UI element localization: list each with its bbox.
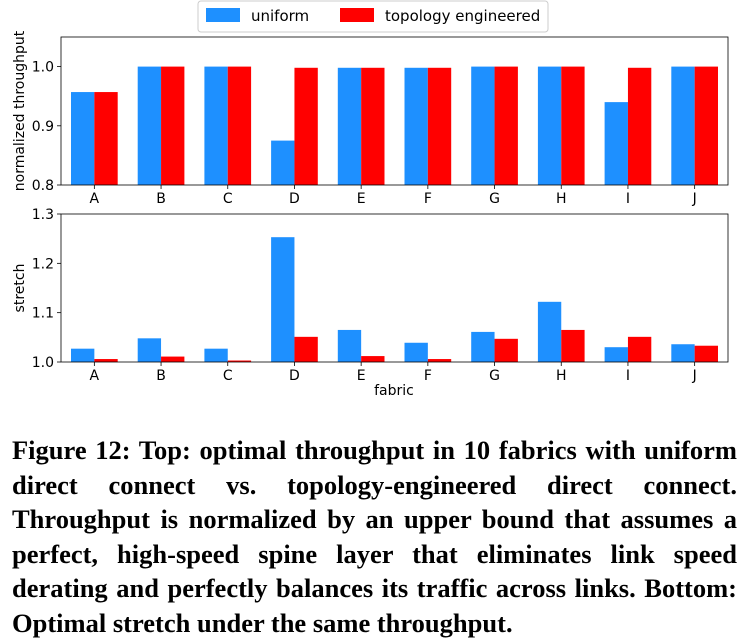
stretch-bar-topology-engineered-j xyxy=(694,345,718,362)
stretch-x-tick-label-h: H xyxy=(556,368,567,384)
throughput-bar-topology-engineered-a xyxy=(94,92,118,185)
stretch-x-tick-label-d: D xyxy=(289,368,300,384)
stretch-bar-uniform-a xyxy=(71,348,95,362)
throughput-y-tick-label: 0.8 xyxy=(32,178,54,194)
stretch-bar-uniform-d xyxy=(271,237,295,362)
throughput-bar-topology-engineered-b xyxy=(161,66,185,185)
caption-text: Top: optimal throughput in 10 fabrics wi… xyxy=(12,435,737,638)
throughput-marks: 0.8 0.9 1.0 A B C D E F G H I J xyxy=(32,60,718,207)
stretch-x-tick-label-g: G xyxy=(489,368,500,384)
throughput-bar-topology-engineered-d xyxy=(294,67,318,185)
stretch-chart: stretch 1.0 1.1 1.2 1.3 A B C D E F G H I J fabric xyxy=(12,207,729,399)
throughput-x-tick-label-b: B xyxy=(156,191,166,207)
stretch-y-axis-label: stretch xyxy=(12,264,28,313)
throughput-bar-uniform-j xyxy=(671,66,695,185)
throughput-bar-uniform-i xyxy=(604,102,628,185)
stretch-x-axis-label: fabric xyxy=(374,383,414,399)
legend-label-uniform: uniform xyxy=(251,7,309,25)
stretch-y-tick-label: 1.2 xyxy=(32,256,54,272)
stretch-bar-topology-engineered-f xyxy=(427,359,452,362)
legend-label-topology-engineered: topology engineered xyxy=(385,7,540,25)
caption-label: Figure 12: xyxy=(12,435,131,465)
stretch-x-tick-label-c: C xyxy=(223,368,233,384)
stretch-bar-uniform-e xyxy=(337,329,362,362)
stretch-x-tick-label-a: A xyxy=(90,368,100,384)
throughput-x-tick-label-h: H xyxy=(556,191,567,207)
throughput-chart: normalized throughput 0.8 0.9 1.0 A B C D E F G H I… xyxy=(12,30,729,207)
stretch-bar-topology-engineered-a xyxy=(94,359,118,362)
throughput-x-tick-label-e: E xyxy=(357,191,366,207)
throughput-bar-uniform-d xyxy=(271,140,295,185)
throughput-bar-topology-engineered-j xyxy=(694,66,718,185)
throughput-x-tick-label-c: C xyxy=(223,191,233,207)
stretch-x-tick-label-i: I xyxy=(626,368,630,384)
figure-caption: Figure 12: Top: optimal throughput in 10… xyxy=(12,433,737,640)
stretch-y-tick-label: 1.0 xyxy=(32,355,54,371)
stretch-bar-topology-engineered-c xyxy=(227,360,252,362)
stretch-bar-uniform-h xyxy=(537,301,562,362)
throughput-bar-uniform-f xyxy=(404,67,428,185)
figure: uniform topology engineered normalized t… xyxy=(12,0,729,399)
legend-swatch-topology-engineered xyxy=(340,8,374,22)
throughput-x-tick-label-j: J xyxy=(692,191,697,207)
throughput-y-axis-label: normalized throughput xyxy=(12,30,28,191)
throughput-bar-uniform-g xyxy=(471,66,495,185)
stretch-bar-topology-engineered-i xyxy=(627,336,652,362)
throughput-bar-uniform-b xyxy=(137,66,162,185)
throughput-x-tick-label-d: D xyxy=(289,191,300,207)
throughput-bar-uniform-a xyxy=(71,92,95,185)
throughput-bar-topology-engineered-h xyxy=(561,66,585,185)
stretch-y-tick-label: 1.1 xyxy=(32,306,54,322)
stretch-bar-topology-engineered-h xyxy=(561,329,585,362)
throughput-x-tick-label-f: F xyxy=(424,191,432,207)
stretch-x-tick-label-f: F xyxy=(424,368,432,384)
stretch-x-tick-label-e: E xyxy=(357,368,366,384)
throughput-bar-uniform-h xyxy=(537,66,562,185)
throughput-bar-topology-engineered-g xyxy=(494,66,518,185)
stretch-y-tick-label: 1.3 xyxy=(32,207,54,223)
legend-swatch-uniform xyxy=(206,8,240,22)
stretch-bar-topology-engineered-d xyxy=(294,336,318,362)
throughput-y-tick-label: 1.0 xyxy=(32,60,54,76)
stretch-bar-uniform-c xyxy=(204,348,228,362)
stretch-bar-topology-engineered-e xyxy=(361,356,385,362)
stretch-marks: 1.0 1.1 1.2 1.3 A B C D E F G H I J xyxy=(32,207,718,384)
throughput-x-tick-label-i: I xyxy=(626,191,630,207)
stretch-bar-topology-engineered-g xyxy=(494,338,518,362)
stretch-bar-uniform-g xyxy=(471,331,495,362)
stretch-plot-frame xyxy=(60,213,729,363)
throughput-bar-topology-engineered-c xyxy=(227,66,252,185)
stretch-bar-uniform-i xyxy=(604,347,628,362)
stretch-bar-topology-engineered-b xyxy=(161,356,185,362)
stretch-bar-uniform-j xyxy=(671,344,695,362)
stretch-bar-uniform-b xyxy=(137,338,162,362)
throughput-bar-uniform-e xyxy=(337,67,362,185)
throughput-y-tick-label: 0.9 xyxy=(32,119,54,135)
throughput-x-tick-label-g: G xyxy=(489,191,500,207)
throughput-bar-topology-engineered-f xyxy=(427,67,452,185)
stretch-x-tick-label-b: B xyxy=(156,368,166,384)
throughput-bar-uniform-c xyxy=(204,66,228,185)
stretch-bar-uniform-f xyxy=(404,342,428,362)
throughput-x-tick-label-a: A xyxy=(90,191,100,207)
stretch-x-tick-label-j: J xyxy=(692,368,697,384)
throughput-bar-topology-engineered-e xyxy=(361,67,385,185)
legend: uniform topology engineered xyxy=(197,0,549,33)
throughput-plot-frame xyxy=(60,36,729,186)
throughput-bar-topology-engineered-i xyxy=(627,67,652,185)
